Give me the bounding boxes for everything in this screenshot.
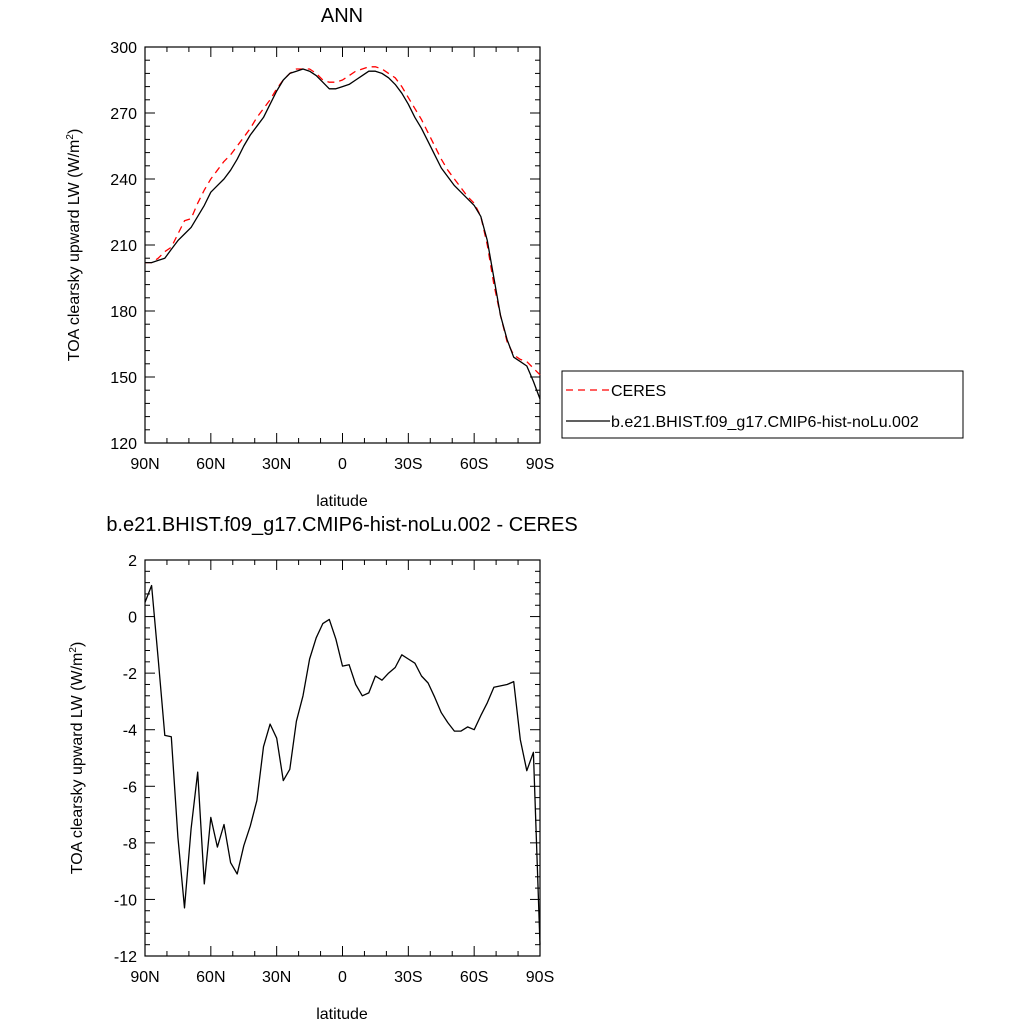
x-tick-label: 90N bbox=[130, 456, 159, 473]
x-tick-label: 30N bbox=[262, 969, 291, 986]
bottom-y-axis-label: TOA clearsky upward LW (W/m2) bbox=[68, 642, 86, 875]
bottom-x-axis: 90N 60N 30N 0 30S 60S 90S bbox=[130, 560, 554, 986]
bottom-y-axis-label-sup: 2 bbox=[68, 647, 79, 653]
y-tick-label: -8 bbox=[123, 836, 137, 853]
bottom-panel-title: b.e21.BHIST.f09_g17.CMIP6-hist-noLu.002 … bbox=[106, 514, 577, 536]
top-y-axis-label-main: TOA clearsky upward LW (W/m bbox=[66, 140, 83, 362]
top-y-axis: 120 150 180 210 240 270 300 bbox=[110, 40, 540, 453]
legend: CERES b.e21.BHIST.f09_g17.CMIP6-hist-noL… bbox=[561, 370, 964, 439]
x-tick-label: 30N bbox=[262, 456, 291, 473]
bottom-x-axis-label: latitude bbox=[316, 1006, 368, 1023]
y-tick-label: 210 bbox=[110, 238, 137, 255]
legend-model-label: b.e21.BHIST.f09_g17.CMIP6-hist-noLu.002 bbox=[611, 414, 919, 431]
x-tick-label: 60N bbox=[196, 969, 225, 986]
x-tick-label: 90S bbox=[526, 969, 554, 986]
y-tick-label: -6 bbox=[123, 779, 137, 796]
x-tick-label: 0 bbox=[338, 969, 347, 986]
top-x-axis: 90N 60N 30N 0 30S 60S 90S bbox=[130, 47, 554, 473]
top-y-axis-label-sup: 2 bbox=[65, 134, 76, 140]
y-tick-label: -12 bbox=[114, 949, 137, 966]
legend-ceres-label: CERES bbox=[611, 383, 666, 400]
y-tick-label: 180 bbox=[110, 304, 137, 321]
bottom-panel: b.e21.BHIST.f09_g17.CMIP6-hist-noLu.002 … bbox=[68, 514, 578, 1023]
bottom-plot-frame bbox=[144, 559, 541, 957]
bottom-y-axis-label-tail: ) bbox=[69, 642, 86, 647]
bottom-series-group bbox=[144, 584, 541, 945]
legend-box bbox=[561, 370, 964, 439]
y-tick-label: 300 bbox=[110, 40, 137, 57]
bottom-y-axis-label-main: TOA clearsky upward LW (W/m bbox=[69, 653, 86, 875]
y-tick-label: -10 bbox=[114, 892, 137, 909]
y-tick-label: -2 bbox=[123, 666, 137, 683]
x-tick-label: 90S bbox=[526, 456, 554, 473]
top-panel-title: ANN bbox=[321, 5, 363, 27]
top-y-axis-label: TOA clearsky upward LW (W/m2) bbox=[65, 129, 83, 362]
bottom-y-axis: -12 -10 -8 -6 -4 -2 0 2 bbox=[114, 553, 540, 966]
y-tick-label: -4 bbox=[123, 723, 137, 740]
y-tick-label: 120 bbox=[110, 436, 137, 453]
y-tick-label: 2 bbox=[128, 553, 137, 570]
model-series-line bbox=[144, 584, 541, 945]
top-x-axis-label: latitude bbox=[316, 493, 368, 510]
x-tick-label: 60S bbox=[460, 969, 488, 986]
top-panel: ANN 120 150 180 210 240 270 300 90N 60N 30N 0 30S 6… bbox=[65, 5, 554, 510]
x-tick-label: 60S bbox=[460, 456, 488, 473]
y-tick-label: 150 bbox=[110, 370, 137, 387]
y-tick-label: 0 bbox=[128, 610, 137, 627]
x-tick-label: 30S bbox=[394, 456, 422, 473]
top-series-group bbox=[145, 66, 541, 400]
top-plot-frame bbox=[144, 46, 541, 444]
ceres-series-line bbox=[145, 66, 541, 376]
x-tick-label: 90N bbox=[130, 969, 159, 986]
x-tick-label: 60N bbox=[196, 456, 225, 473]
x-tick-label: 30S bbox=[394, 969, 422, 986]
y-tick-label: 240 bbox=[110, 172, 137, 189]
top-y-axis-label-tail: ) bbox=[66, 129, 83, 134]
y-tick-label: 270 bbox=[110, 106, 137, 123]
model-series-line bbox=[145, 68, 541, 400]
x-tick-label: 0 bbox=[338, 456, 347, 473]
